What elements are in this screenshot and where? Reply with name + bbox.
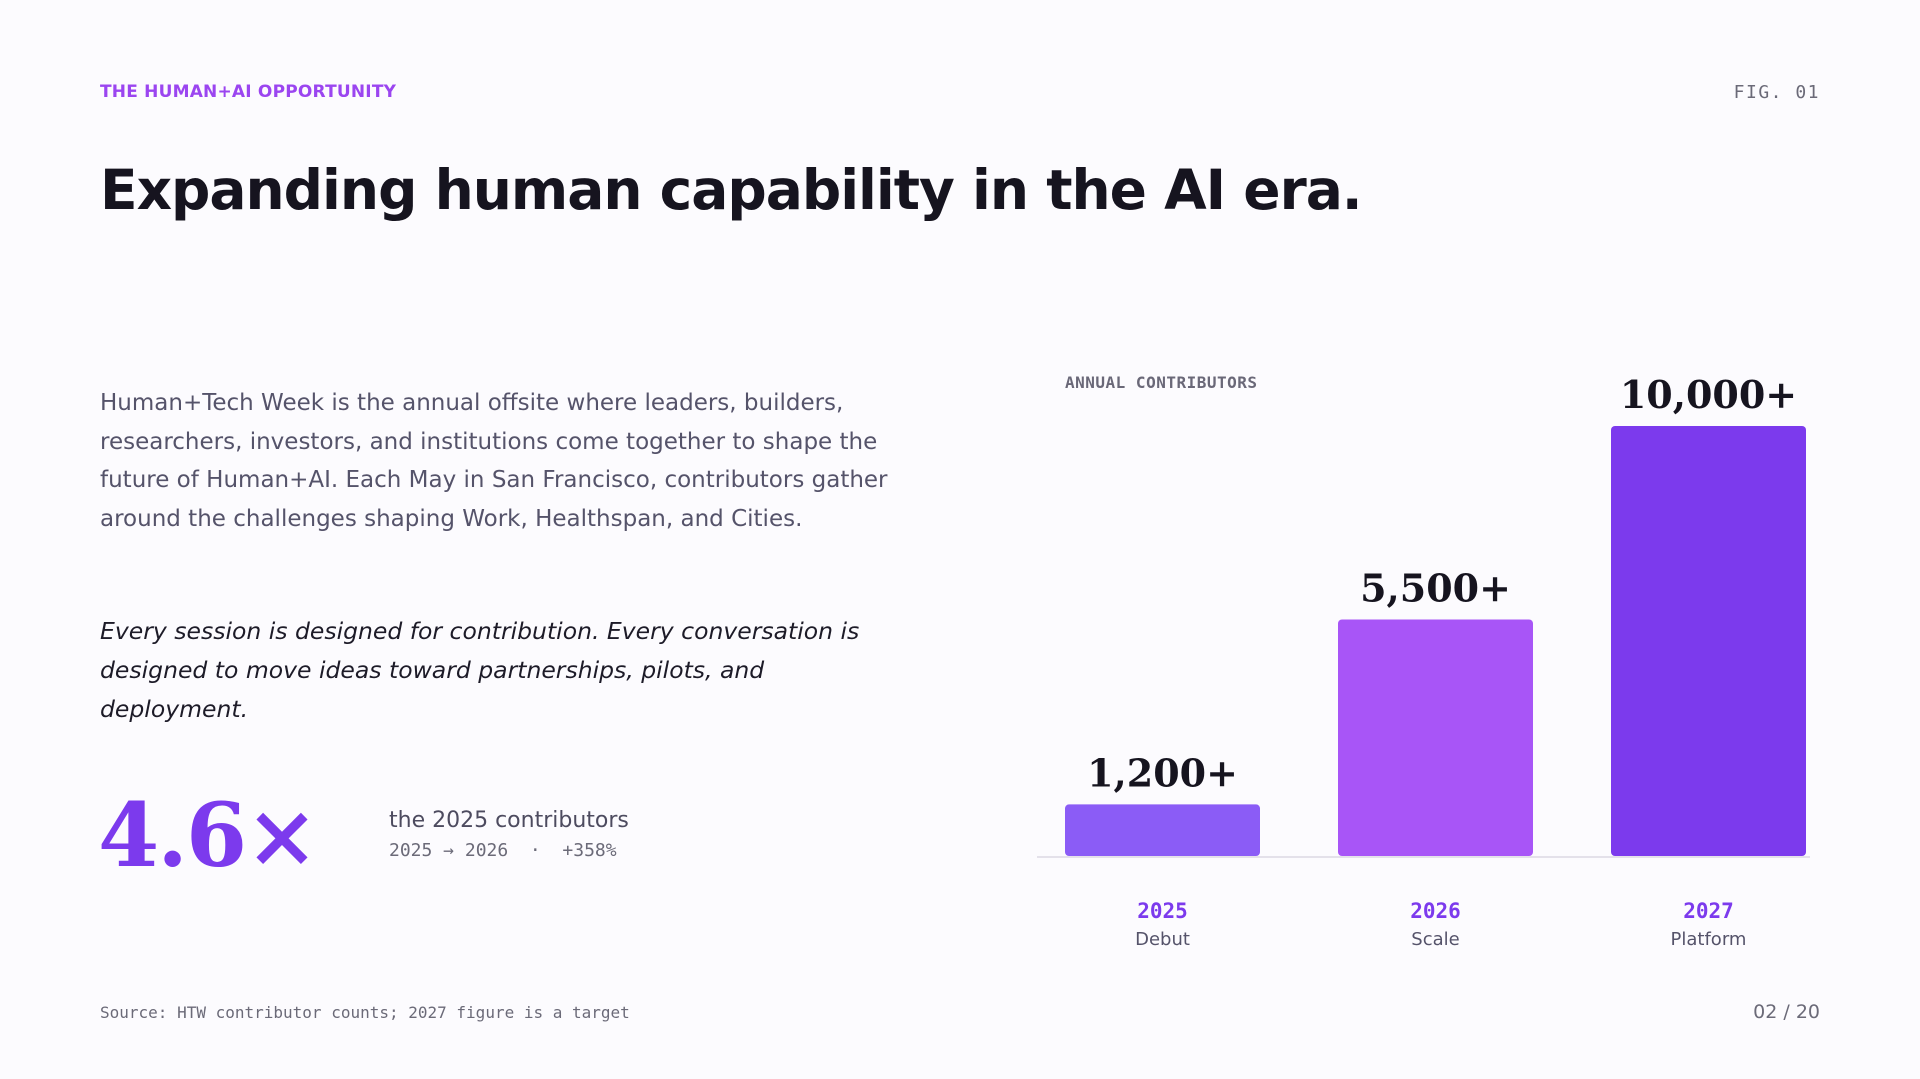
value-label-2025: 1,200+	[1087, 750, 1238, 795]
contributors-bar-chart: 1,200+ 2025 Debut 5,500+ 2026 Scale 10,000+ 202…	[1037, 372, 1810, 950]
phase-label-2027: Platform	[1671, 929, 1747, 950]
bar-2026	[1338, 619, 1533, 856]
eyebrow-label: THE HUMAN+AI OPPORTUNITY	[100, 82, 397, 102]
growth-caption: the 2025 contributors	[389, 808, 629, 833]
phase-label-2025: Debut	[1135, 929, 1190, 950]
year-label-2026: 2026	[1410, 899, 1461, 923]
source-note: Source: HTW contributor counts; 2027 fig…	[100, 1003, 630, 1022]
value-label-2027: 10,000+	[1620, 372, 1797, 417]
year-label-2025: 2025	[1137, 899, 1188, 923]
figure-number: FIG. 01	[1733, 82, 1820, 103]
bar-2025	[1065, 804, 1260, 856]
quote-paragraph: Every session is designed for contributi…	[100, 617, 860, 723]
phase-label-2026: Scale	[1411, 929, 1459, 950]
year-label-2027: 2027	[1683, 899, 1734, 923]
chart-title: ANNUAL CONTRIBUTORS	[1065, 373, 1258, 392]
page-title: Expanding human capability in the AI era…	[100, 158, 1363, 222]
bar-2027	[1611, 426, 1806, 856]
growth-multiplier: 4.6×	[98, 783, 319, 887]
intro-paragraph: Human+Tech Week is the annual offsite wh…	[100, 390, 888, 532]
page-number: 02 / 20	[1753, 1001, 1820, 1023]
value-label-2026: 5,500+	[1360, 566, 1511, 611]
growth-detail: 2025 → 2026 · +358%	[389, 840, 617, 861]
